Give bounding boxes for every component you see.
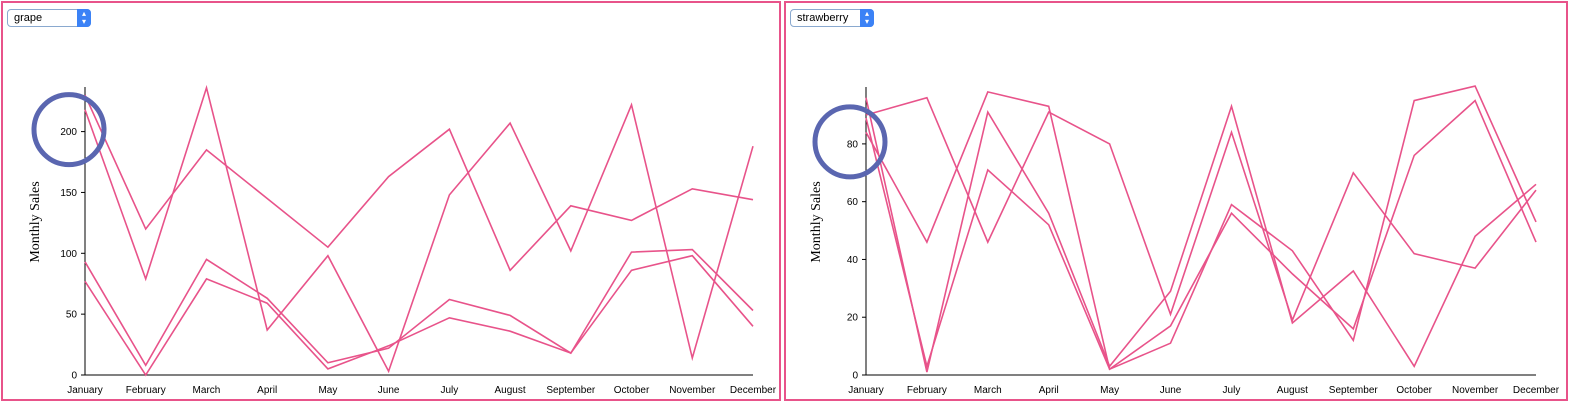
x-tick-label: March xyxy=(193,385,221,396)
x-tick-label: December xyxy=(1513,385,1560,396)
x-tick-label: November xyxy=(1452,385,1499,396)
series-line-4 xyxy=(865,99,1537,371)
fruit-select[interactable]: strawberry ▴ ▾ xyxy=(790,9,874,27)
x-tick-label: October xyxy=(1396,385,1432,396)
series-line-3 xyxy=(865,85,1537,371)
y-tick-label: 40 xyxy=(847,255,859,266)
up-down-chevron-icon: ▴ ▾ xyxy=(77,9,91,27)
x-tick-label: January xyxy=(67,385,103,396)
x-tick-label: May xyxy=(318,385,337,396)
x-tick-label: February xyxy=(126,385,166,396)
fruit-select[interactable]: grape ▴ ▾ xyxy=(7,9,91,27)
series-line-3 xyxy=(84,248,754,367)
series-line-4 xyxy=(84,254,754,377)
highlight-circle xyxy=(812,104,888,180)
line-chart: 0 20 40 60 80 January February March April May Jun… xyxy=(809,85,1560,396)
x-tick-label: August xyxy=(495,385,526,396)
x-tick-label: July xyxy=(440,385,458,396)
x-tick-label: February xyxy=(907,385,947,396)
y-tick-label: 60 xyxy=(847,197,859,208)
y-tick-label: 80 xyxy=(847,139,859,150)
y-tick-label: 50 xyxy=(66,310,78,321)
series-line-2 xyxy=(865,96,1537,323)
y-tick-label: 150 xyxy=(60,188,77,199)
fruit-select-value: grape xyxy=(14,12,43,24)
x-tick-label: May xyxy=(1100,385,1119,396)
chart-panel-strawberry: strawberry ▴ ▾ 0 20 40 60 80 January February Ma… xyxy=(784,1,1568,401)
x-tick-label: July xyxy=(1223,385,1241,396)
x-tick-label: November xyxy=(669,385,716,396)
chart-panel-grape: grape ▴ ▾ 0 50 100 150 200 January February Marc… xyxy=(1,1,781,401)
x-tick-label: June xyxy=(378,385,400,396)
x-tick-label: January xyxy=(848,385,884,396)
y-axis-title: Monthly Sales xyxy=(809,181,824,262)
y-tick-label: 100 xyxy=(60,249,77,260)
y-tick-label: 20 xyxy=(847,313,859,324)
x-tick-label: August xyxy=(1277,385,1308,396)
series-line-1 xyxy=(84,94,754,272)
y-axis-title: Monthly Sales xyxy=(28,181,43,262)
x-tick-label: April xyxy=(1039,385,1059,396)
x-tick-label: December xyxy=(730,385,777,396)
x-tick-label: October xyxy=(614,385,650,396)
y-tick-label: 0 xyxy=(852,371,858,382)
series-line-1 xyxy=(865,97,1537,373)
line-chart: 0 50 100 150 200 January February March April May… xyxy=(28,84,777,396)
x-tick-label: September xyxy=(1329,385,1379,396)
x-tick-label: April xyxy=(257,385,277,396)
y-tick-label: 200 xyxy=(60,127,77,138)
x-tick-label: September xyxy=(546,385,596,396)
fruit-select-value: strawberry xyxy=(797,12,849,24)
series-line-2 xyxy=(84,84,754,374)
highlight-circle xyxy=(31,92,107,168)
x-tick-label: June xyxy=(1160,385,1182,396)
y-tick-label: 0 xyxy=(71,371,77,382)
up-down-chevron-icon: ▴ ▾ xyxy=(860,9,874,27)
x-tick-label: March xyxy=(974,385,1002,396)
